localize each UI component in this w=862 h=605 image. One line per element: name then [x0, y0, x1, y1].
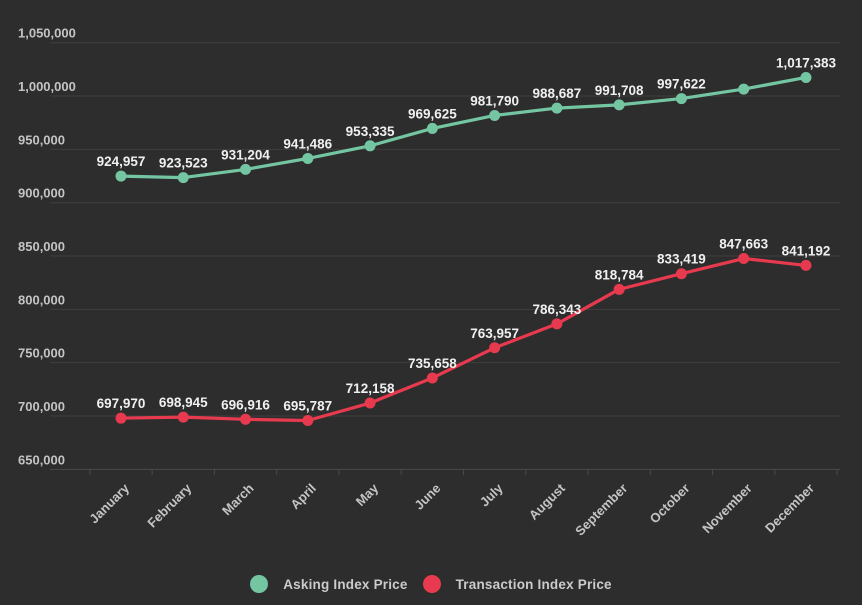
transaction-point-december[interactable]: [800, 259, 812, 271]
legend-label-transaction: Transaction Index Price: [455, 576, 612, 592]
transaction-line[interactable]: [119, 256, 808, 423]
asking-point-january[interactable]: [115, 170, 127, 182]
y-axis-label: 1,000,000: [18, 79, 76, 94]
transaction-point-june[interactable]: [426, 372, 438, 384]
y-axis-label: 750,000: [18, 346, 65, 361]
asking-point-label-september: 991,708: [595, 83, 644, 98]
asking-point-label-march: 931,204: [221, 147, 270, 162]
x-axis-label-october: October: [647, 481, 693, 527]
transaction-point-label-march: 696,916: [221, 397, 270, 412]
transaction-point-label-september: 818,784: [595, 267, 644, 282]
transaction-point-label-june: 735,658: [408, 356, 457, 371]
x-axis-label-september: September: [572, 481, 630, 539]
transaction-point-label-august: 786,343: [532, 302, 581, 317]
transaction-point-march[interactable]: [240, 413, 252, 425]
transaction-point-july[interactable]: [489, 342, 501, 354]
x-axis-label-december: December: [762, 481, 817, 536]
asking-point-label-april: 941,486: [283, 136, 332, 151]
transaction-point-label-april: 695,787: [283, 399, 332, 414]
transaction-point-label-july: 763,957: [470, 326, 519, 341]
asking-point-label-december: 1,017,383: [776, 55, 837, 70]
transaction-point-february[interactable]: [177, 411, 189, 423]
x-axis-label-july: July: [477, 480, 507, 510]
x-axis-label-january: January: [86, 480, 132, 526]
legend: Asking Index Price Transaction Index Pri…: [0, 568, 862, 600]
legend-item-transaction-index-price[interactable]: Transaction Index Price: [422, 575, 612, 593]
transaction-point-label-may: 712,158: [346, 381, 395, 396]
asking-point-july[interactable]: [489, 109, 501, 121]
asking-point-label-january: 924,957: [97, 154, 146, 169]
asking-point-february[interactable]: [177, 172, 189, 184]
y-axis-label: 650,000: [18, 452, 65, 467]
legend-item-asking-index-price[interactable]: Asking Index Price: [250, 575, 407, 593]
asking-point-november[interactable]: [738, 83, 750, 95]
x-axis-label-april: April: [287, 481, 319, 513]
asking-point-september[interactable]: [613, 99, 625, 111]
transaction-legend-marker-icon: [422, 575, 441, 593]
y-axis-label: 1,050,000: [18, 26, 76, 41]
y-axis-label: 850,000: [18, 239, 65, 254]
asking-point-label-october: 997,622: [657, 77, 706, 92]
asking-point-label-august: 988,687: [532, 86, 581, 101]
x-axis-label-june: June: [411, 481, 443, 513]
y-axis-label: 950,000: [18, 132, 65, 147]
transaction-point-november[interactable]: [738, 253, 750, 265]
y-axis-label: 800,000: [18, 292, 65, 307]
transaction-point-august[interactable]: [551, 318, 563, 330]
transaction-point-label-november: 847,663: [719, 237, 768, 252]
transaction-point-january[interactable]: [115, 412, 127, 424]
y-axis-label: 900,000: [18, 186, 65, 201]
asking-legend-marker-icon: [250, 575, 269, 593]
asking-point-august[interactable]: [551, 102, 563, 114]
asking-point-may[interactable]: [364, 140, 376, 152]
legend-label-asking: Asking Index Price: [283, 576, 408, 592]
transaction-point-label-february: 698,945: [159, 395, 208, 410]
asking-point-label-july: 981,790: [470, 93, 519, 108]
x-axis-label-august: August: [526, 480, 569, 523]
transaction-point-october[interactable]: [675, 268, 687, 280]
x-axis-label-february: February: [144, 480, 194, 530]
x-axis-label-may: May: [353, 480, 382, 509]
asking-line[interactable]: [119, 75, 808, 180]
transaction-point-label-october: 833,419: [657, 252, 706, 267]
x-axis-label-march: March: [219, 480, 257, 518]
transaction-point-may[interactable]: [364, 397, 376, 409]
asking-point-label-february: 923,523: [159, 156, 208, 171]
transaction-point-april[interactable]: [302, 415, 314, 427]
x-axis-label-november: November: [699, 481, 755, 537]
transaction-point-label-january: 697,970: [97, 396, 146, 411]
transaction-point-september[interactable]: [613, 283, 625, 295]
asking-point-april[interactable]: [302, 152, 314, 164]
transaction-point-label-december: 841,192: [782, 243, 831, 258]
asking-point-october[interactable]: [675, 93, 687, 105]
y-axis-label: 700,000: [18, 399, 65, 414]
asking-point-june[interactable]: [426, 122, 438, 134]
asking-point-label-june: 969,625: [408, 106, 457, 121]
asking-point-december[interactable]: [800, 71, 812, 83]
asking-point-label-may: 953,335: [346, 124, 395, 139]
asking-point-march[interactable]: [240, 163, 252, 175]
